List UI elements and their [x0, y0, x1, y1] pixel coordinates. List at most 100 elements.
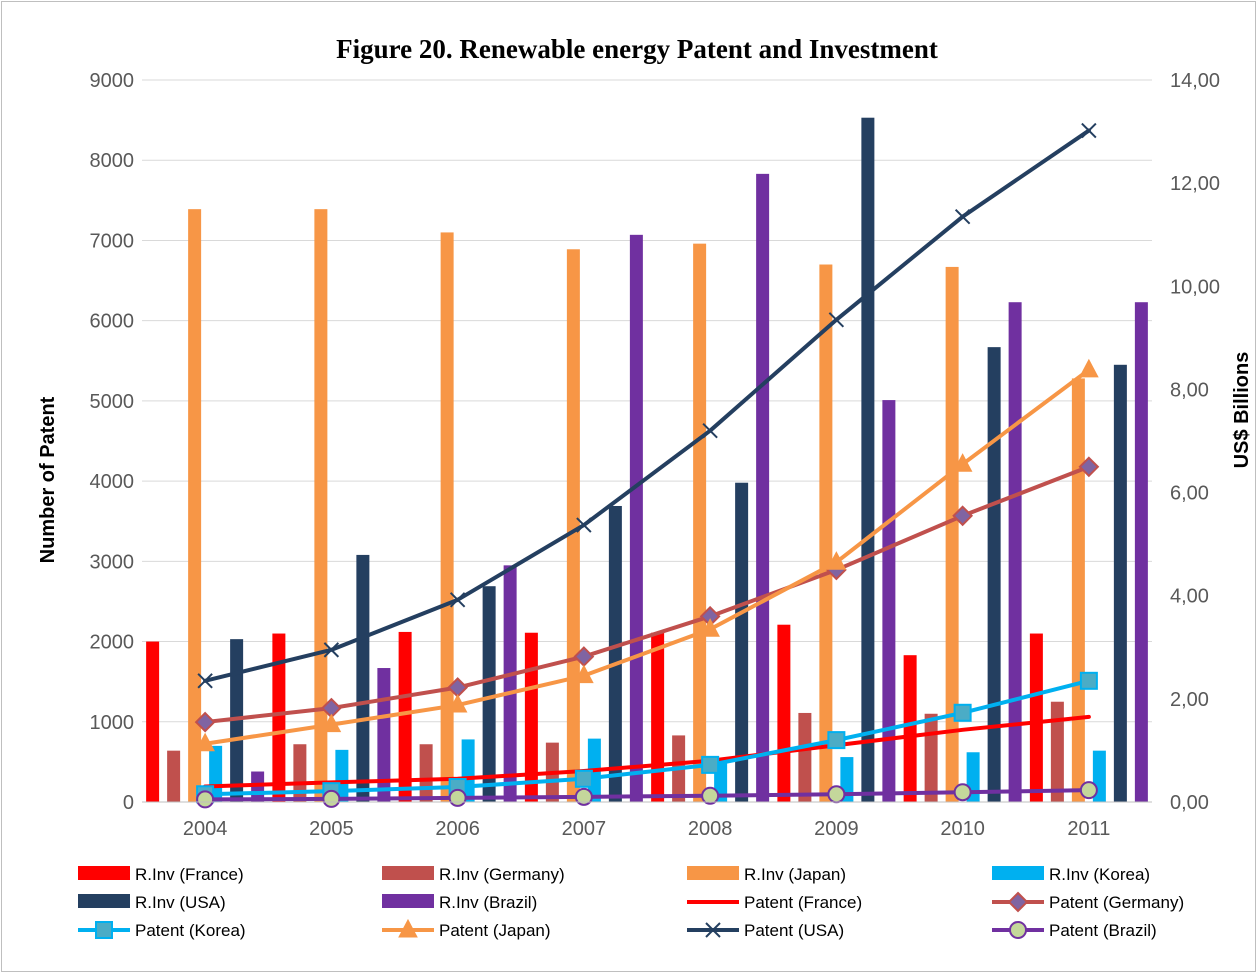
line-marker — [954, 208, 971, 225]
left-tick-label: 7000 — [90, 230, 135, 252]
left-tick-label: 6000 — [90, 311, 135, 333]
bar — [924, 713, 938, 802]
line-marker — [322, 789, 341, 808]
right-axis-title: US$ Billions — [1231, 352, 1253, 469]
line-marker — [449, 592, 466, 608]
bar — [482, 586, 496, 802]
bar — [629, 234, 643, 803]
bar — [1050, 701, 1064, 802]
legend-item: R.Inv (Germany) — [382, 865, 565, 884]
bar — [1113, 364, 1127, 802]
bar — [1008, 302, 1022, 802]
right-tick-label: 6,00 — [1170, 483, 1209, 505]
line-series — [194, 122, 1100, 809]
bar — [798, 712, 812, 802]
line-marker — [576, 517, 592, 533]
legend-item: R.Inv (Korea) — [992, 865, 1150, 884]
right-tick-label: 8,00 — [1170, 379, 1209, 401]
line-marker — [95, 921, 113, 939]
line-marker — [1009, 921, 1027, 939]
right-tick-label: 0,00 — [1170, 792, 1209, 814]
legend-label: Patent (Germany) — [1049, 893, 1184, 912]
legend-label: R.Inv (Korea) — [1049, 865, 1150, 884]
series-line — [203, 678, 1091, 797]
legend-swatch — [382, 866, 434, 880]
right-tick-label: 12,00 — [1170, 173, 1220, 195]
line-marker — [398, 918, 418, 938]
legend-label: R.Inv (Brazil) — [439, 893, 537, 912]
bar — [356, 554, 370, 802]
line-marker — [574, 769, 593, 788]
left-axis-title: Number of Patent — [37, 396, 59, 563]
bar — [398, 631, 412, 802]
right-tick-label: 14,00 — [1170, 70, 1220, 92]
legend-item: Patent (Germany) — [992, 891, 1184, 913]
legend-swatch — [382, 894, 434, 908]
bar — [693, 243, 707, 803]
legend-label: Patent (Japan) — [439, 921, 551, 940]
line-marker — [700, 618, 720, 637]
x-tick-label: 2007 — [562, 818, 607, 840]
bar — [735, 482, 749, 802]
legend-item: Patent (Japan) — [382, 918, 551, 940]
line-marker — [194, 711, 216, 733]
line-marker — [701, 755, 720, 774]
legend-item: R.Inv (Japan) — [687, 865, 846, 884]
line-marker — [447, 693, 468, 713]
left-tick-label: 1000 — [90, 712, 135, 734]
line-marker — [1079, 671, 1098, 690]
legend-label: Patent (Brazil) — [1049, 921, 1157, 940]
line-marker — [1081, 122, 1097, 139]
line-marker — [953, 783, 972, 802]
line-marker — [574, 787, 593, 806]
line-marker — [1079, 358, 1099, 378]
gridlines — [142, 79, 1152, 723]
bar — [293, 744, 307, 802]
bar — [146, 641, 160, 802]
axes: 0 1000 2000 3000 4000 5000 6000 7000 8000 9000 0,0… — [90, 70, 1221, 840]
legend-swatch — [78, 866, 130, 880]
right-tick-label: 2,00 — [1170, 689, 1209, 711]
series-line — [203, 714, 1091, 789]
line-marker — [705, 922, 721, 938]
bar — [861, 117, 875, 802]
x-tick-label: 2009 — [814, 818, 859, 840]
left-tick-label: 5000 — [90, 391, 135, 413]
legend-item: R.Inv (France) — [78, 865, 244, 884]
x-tick-label: 2004 — [183, 818, 228, 840]
legend-label: Patent (USA) — [744, 921, 844, 940]
x-tick-label: 2011 — [1067, 818, 1110, 840]
line-marker — [1079, 781, 1098, 800]
line-marker — [448, 788, 467, 807]
line-marker — [826, 551, 847, 570]
left-tick-label: 0 — [123, 792, 134, 814]
legend-item: R.Inv (Brazil) — [382, 893, 537, 912]
bar — [987, 347, 1001, 802]
line-marker — [196, 790, 215, 809]
legend-label: Patent (Korea) — [135, 921, 246, 940]
legend-item: Patent (Korea) — [78, 921, 246, 940]
bar — [566, 249, 580, 802]
line-marker — [1078, 456, 1100, 478]
line-marker — [952, 453, 973, 472]
series-line — [203, 464, 1091, 725]
legend-item: Patent (USA) — [687, 921, 844, 940]
line-marker — [197, 673, 213, 689]
legend-item: R.Inv (USA) — [78, 893, 226, 912]
x-tick-label: 2010 — [940, 818, 985, 840]
legend-label: R.Inv (USA) — [135, 893, 226, 912]
line-marker — [953, 703, 972, 722]
line-marker — [1007, 891, 1029, 913]
bar — [1029, 633, 1043, 802]
bar — [503, 565, 517, 802]
bar — [272, 633, 286, 802]
series-line — [203, 128, 1091, 683]
x-tick-label: 2005 — [309, 818, 354, 840]
left-tick-label: 3000 — [90, 551, 135, 573]
bar — [882, 400, 896, 802]
left-tick-label: 2000 — [90, 632, 135, 654]
bar — [419, 744, 433, 802]
line-marker — [827, 731, 846, 750]
line-marker — [952, 505, 974, 527]
